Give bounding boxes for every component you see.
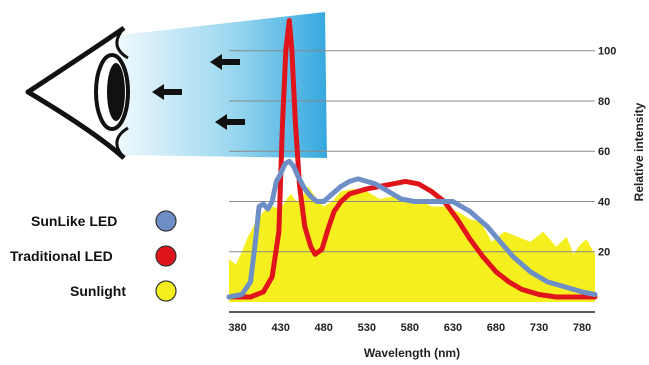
x-tick-label: 680: [487, 322, 505, 334]
series-line-sunlike-led: [226, 158, 598, 300]
y-tick-labels: 20 40 60 80 100: [598, 46, 616, 259]
x-tick-label: 380: [228, 322, 246, 334]
y-tick-label: 100: [598, 46, 616, 58]
x-tick-label: 430: [271, 322, 289, 334]
legend-swatch-sunlight: [155, 280, 177, 302]
legend-label-sunlight: Sunlight: [70, 283, 126, 299]
series-lines: [226, 18, 598, 300]
x-tick-label: 530: [358, 322, 376, 334]
x-axis-title: Wavelength (nm): [364, 346, 460, 360]
eye-upper-lid: [115, 27, 129, 60]
sunlight-area-group: [229, 186, 595, 302]
legend-swatch-traditional: [155, 245, 177, 267]
arrow-left-icon: [215, 114, 245, 130]
legend-swatch-sunlike: [155, 210, 177, 232]
series-area-sunlight: [229, 186, 595, 302]
arrow-left-icon: [152, 84, 182, 100]
y-tick-label: 60: [598, 146, 610, 158]
eye-outline-icon: [25, 25, 126, 160]
series-line-traditional-led: [226, 18, 598, 300]
x-tick-label: 630: [444, 322, 462, 334]
arrow-left-icon: [210, 54, 240, 70]
x-tick-label: 580: [401, 322, 419, 334]
eye-lower-lid: [115, 126, 129, 159]
x-tick-label: 480: [315, 322, 333, 334]
legend-label-traditional: Traditional LED: [10, 248, 113, 264]
eye-illustration: [25, 12, 327, 160]
eye-pupil-icon: [107, 63, 125, 121]
x-tick-label: 730: [530, 322, 548, 334]
y-tick-label: 40: [598, 196, 610, 208]
y-axis-title: Relative intensity: [632, 102, 646, 201]
x-tick-labels: 380 430 480 530 580 630 680 730 780: [228, 322, 591, 334]
light-beam: [120, 12, 327, 158]
y-tick-label: 20: [598, 247, 610, 259]
y-tick-label: 80: [598, 96, 610, 108]
x-tick-label: 780: [573, 322, 591, 334]
legend-label-sunlike: SunLike LED: [31, 213, 117, 229]
legend: SunLike LED Traditional LED Sunlight: [10, 210, 177, 302]
